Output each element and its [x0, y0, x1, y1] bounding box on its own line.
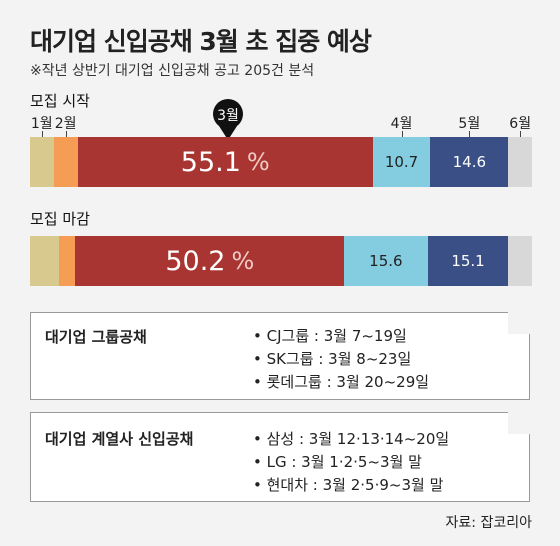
box-item: • 삼성 : 3월 12·13·14~20일 — [253, 430, 450, 448]
bar-end: 50.2% 15.6 15.1 — [30, 236, 532, 286]
box-item: • CJ그룹 : 3월 7~19일 — [253, 327, 407, 345]
source-note: 자료: 잡코리아 — [445, 515, 532, 531]
highlight-pin-icon: 3월 — [213, 99, 243, 140]
bar-segment-5 — [430, 137, 509, 187]
month-label: 1월 — [30, 116, 53, 132]
bar-segment-6 — [508, 236, 532, 286]
box-item: • LG : 3월 1·2·5~3월 말 — [253, 453, 422, 471]
bar-segment-2 — [58, 236, 76, 286]
month-label: 5월 — [458, 116, 481, 132]
box-item: • SK그룹 : 3월 8~23일 — [253, 350, 412, 368]
affiliate-recruit-box: 대기업 계열사 신입공채 • 삼성 : 3월 12·13·14~20일 • LG… — [30, 412, 530, 502]
bar-segment-2 — [53, 137, 78, 187]
month-label: 4월 — [390, 116, 413, 132]
bar-segment-4 — [344, 236, 428, 286]
bar-segment-1 — [30, 236, 59, 286]
box-corner-fold — [508, 412, 530, 434]
bar-value-label: 55.1% — [180, 146, 270, 178]
box-title: 대기업 그룹공채 — [45, 328, 147, 346]
bar-value-label: 10.7 — [384, 153, 419, 171]
month-label: 6월 — [509, 116, 532, 132]
bar-segment-4 — [372, 137, 431, 187]
bar-segment-1 — [30, 137, 54, 187]
bar-segment-6 — [508, 137, 532, 187]
group-recruit-box: 대기업 그룹공채 • CJ그룹 : 3월 7~19일 • SK그룹 : 3월 8… — [30, 312, 530, 400]
bar-value-label: 15.1 — [451, 252, 485, 270]
bar-segment-5 — [427, 236, 509, 286]
box-title: 대기업 계열사 신입공채 — [45, 430, 194, 448]
month-tick — [65, 131, 67, 138]
month-tick — [469, 131, 471, 138]
box-item: • 롯데그룹 : 3월 20~29일 — [253, 373, 430, 391]
bar-value-label: 15.6 — [369, 252, 403, 270]
highlight-pin-label: 3월 — [217, 108, 239, 124]
box-item: • 현대차 : 3월 2·5·9~3월 말 — [253, 476, 444, 494]
bar-segment-3 — [77, 137, 373, 187]
box-corner-fold — [508, 312, 530, 334]
chart-subtitle: ※작년 상반기 대기업 신입공채 공고 205건 분석 — [30, 63, 315, 79]
bar-start: 55.1% 10.7 14.6 — [30, 137, 532, 187]
month-label: 2월 — [54, 116, 77, 132]
month-tick — [401, 131, 403, 138]
bar-label-end: 모집 마감 — [30, 210, 90, 228]
bar-value-label: 50.2% — [165, 245, 255, 277]
bar-segment-3 — [75, 236, 345, 286]
bar-value-label: 14.6 — [452, 153, 487, 171]
month-tick — [41, 131, 43, 138]
month-tick — [520, 131, 522, 138]
chart-title: 대기업 신입공채 3월 초 집중 예상 — [30, 27, 372, 56]
bar-label-start: 모집 시작 — [30, 92, 90, 110]
